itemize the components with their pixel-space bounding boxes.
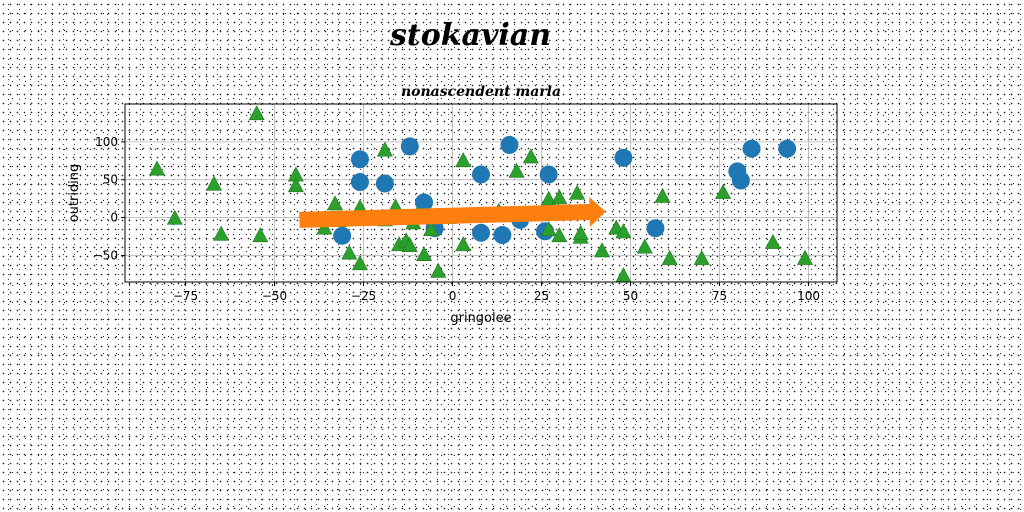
triangle-point: [423, 221, 440, 237]
triangle-point: [205, 175, 223, 191]
circle-point: [333, 226, 352, 245]
x-tick-label: 100: [797, 289, 820, 303]
plot-frame: [124, 103, 838, 283]
triangle-point: [508, 162, 525, 178]
circle-point: [415, 193, 434, 212]
triangle-point: [572, 224, 589, 240]
triangle-point: [551, 189, 568, 205]
triangle-point: [796, 249, 813, 265]
x-tick-label: 75: [712, 289, 727, 303]
triangle-point: [569, 184, 586, 200]
triangle-point: [455, 236, 472, 252]
triangle-point: [248, 105, 265, 121]
triangle-point: [693, 249, 710, 265]
triangle-point: [401, 237, 418, 252]
triangle-point: [327, 195, 344, 211]
y-tick-label: −50: [93, 248, 118, 262]
triangle-point: [522, 148, 539, 164]
triangle-point: [149, 160, 166, 176]
circle-point: [742, 139, 761, 158]
triangle-point: [540, 221, 557, 237]
circle-point: [493, 226, 512, 245]
circle-point: [646, 219, 665, 238]
y-tick-label: 0: [110, 211, 118, 225]
triangle-point: [430, 262, 447, 278]
circle-point: [472, 223, 490, 242]
triangle-point: [213, 225, 230, 241]
x-tick-label: 25: [534, 289, 549, 303]
triangle-point: [455, 152, 472, 168]
circle-point: [500, 135, 519, 154]
x-tick-label: −50: [262, 289, 287, 303]
triangle-point: [615, 267, 632, 283]
circle-point: [778, 139, 797, 158]
triangle-point: [166, 209, 183, 225]
triangle-point: [636, 238, 653, 254]
y-tick-label: 50: [103, 173, 118, 187]
triangle-point: [376, 141, 393, 157]
triangle-point: [654, 187, 671, 203]
triangle-point: [661, 249, 678, 265]
triangle-point: [594, 242, 611, 258]
x-tick-label: 50: [623, 289, 638, 303]
x-tick-label: −25: [351, 289, 376, 303]
circle-point: [539, 165, 558, 184]
y-tick-label: 100: [95, 135, 118, 149]
triangle-point: [287, 177, 304, 193]
circle-point: [472, 165, 490, 184]
figure-title: stokavian: [390, 18, 552, 53]
plot-marks: [149, 105, 813, 283]
chart-title: nonascendent marla: [401, 84, 561, 100]
axis-ticks: −75 −50 −25 0 25 50 75 100 −50 0 50 100: [93, 135, 820, 303]
x-axis-label: gringolee: [450, 311, 511, 326]
circle-point: [400, 137, 419, 156]
circle-point: [375, 174, 394, 193]
triangle-point: [416, 246, 433, 262]
triangle-point: [715, 183, 732, 199]
triangle-point: [252, 227, 269, 243]
grid-lines: [125, 104, 837, 282]
circle-point: [350, 173, 369, 192]
circle-point: [614, 148, 633, 167]
triangle-point: [764, 233, 781, 249]
triangle-point: [351, 255, 368, 271]
circle-point: [731, 171, 750, 190]
triangle-point: [341, 244, 358, 260]
triangle-point: [551, 227, 568, 243]
x-tick-label: −75: [173, 289, 198, 303]
circle-point: [350, 150, 369, 169]
triangle-point: [615, 223, 632, 239]
arrow-mark: [299, 196, 606, 228]
y-axis-label: outriding: [67, 164, 82, 223]
x-tick-label: 0: [449, 289, 457, 303]
